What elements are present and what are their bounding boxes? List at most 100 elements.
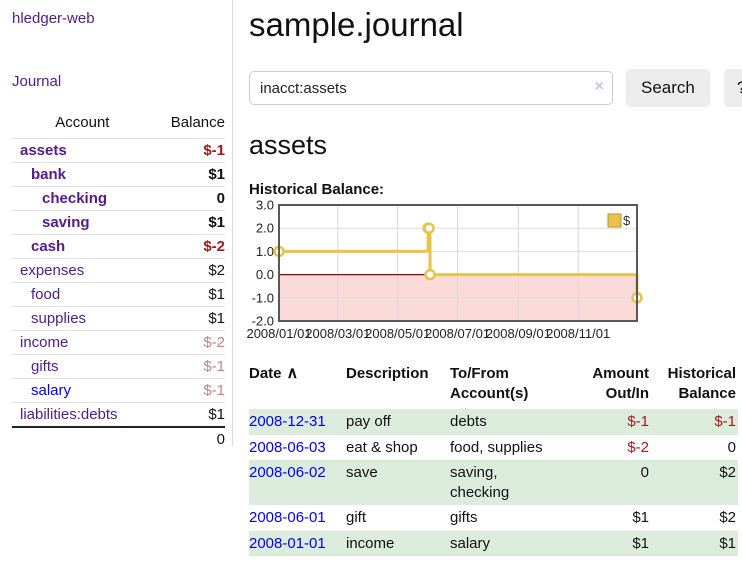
account-row: checking 0 — [12, 186, 225, 211]
x-tick-label: 2008/07/01 — [425, 326, 490, 341]
x-tick-label: 2008/03/01 — [305, 326, 370, 341]
transaction-accounts: saving, checking — [450, 464, 510, 501]
y-tick-label: -2.0 — [252, 314, 274, 329]
register-table: Date ∧ Description To/From Account(s) Amo… — [249, 362, 738, 556]
account-row: gifts $-1 — [12, 354, 225, 379]
search-input[interactable] — [249, 71, 613, 105]
x-tick-label: 2008/05/01 — [365, 326, 430, 341]
transaction-row: 2008-06-02 save saving, checking 0 $2 — [249, 460, 738, 505]
sidebar: hledger-web Journal Account Balance asse… — [0, 0, 233, 451]
account-balance: $-2 — [152, 234, 225, 259]
account-balance: $-1 — [152, 354, 225, 379]
transaction-amount: 0 — [640, 464, 649, 481]
transaction-date-link[interactable]: 2008-06-02 — [249, 464, 326, 481]
balance-column-header: Balance — [170, 114, 225, 131]
account-balance: $1 — [152, 402, 225, 427]
account-row: expenses $2 — [12, 258, 225, 283]
transaction-balance: $1 — [719, 534, 736, 552]
transaction-row: 2008-06-03 eat & shop food, supplies $-2 0 — [249, 435, 738, 461]
accounts-table: Account Balance assets $-1 bank $1 checking 0… — [12, 111, 225, 451]
account-balance: $1 — [152, 282, 225, 307]
y-tick-label: -1.0 — [252, 290, 274, 305]
transaction-balance: $2 — [719, 464, 736, 481]
account-balance: 0 — [152, 186, 225, 211]
transaction-date-link[interactable]: 2008-06-01 — [249, 509, 326, 526]
transaction-amount: $-1 — [627, 413, 649, 430]
transaction-accounts: debts — [450, 413, 487, 430]
account-row: supplies $1 — [12, 306, 225, 331]
transaction-description: pay off — [346, 413, 391, 430]
chart-title: Historical Balance: — [249, 181, 385, 198]
account-row: cash $-2 — [12, 234, 225, 259]
account-balance: $-1 — [152, 138, 225, 163]
sidebar-account-liabilities-debts[interactable]: liabilities:debts — [20, 406, 118, 423]
search-row: × Search ? — [249, 69, 742, 107]
transaction-balance: $2 — [719, 509, 736, 526]
search-box: × — [249, 71, 613, 105]
x-tick-label: 2008/11/01 — [546, 326, 610, 341]
transaction-description: gift — [346, 509, 367, 526]
date-column-header[interactable]: Date ∧ — [249, 365, 299, 382]
transaction-date-link[interactable]: 2008-01-01 — [249, 534, 326, 552]
brand-link[interactable]: hledger-web — [12, 10, 95, 27]
y-tick-label: 2.0 — [256, 221, 274, 236]
account-balance: $1 — [152, 306, 225, 331]
account-row: liabilities:debts $1 — [12, 402, 225, 427]
y-tick-label: 3.0 — [256, 198, 274, 213]
y-tick-label: 1.0 — [256, 244, 274, 259]
sidebar-account-salary[interactable]: salary — [31, 382, 72, 399]
transaction-accounts: gifts — [450, 509, 478, 526]
sidebar-item-journal[interactable]: Journal — [12, 73, 62, 90]
sidebar-account-checking[interactable]: checking — [42, 190, 108, 207]
sidebar-account-supplies[interactable]: supplies — [31, 310, 87, 327]
sidebar-account-saving[interactable]: saving — [42, 214, 90, 231]
data-point — [424, 268, 436, 281]
amount-column-header: Amount Out/In — [592, 365, 649, 402]
account-row: bank $1 — [12, 162, 225, 187]
transaction-balance: 0 — [727, 438, 736, 456]
account-balance: $2 — [152, 258, 225, 283]
transaction-row: 2008-06-01 gift gifts $1 $2 — [249, 505, 738, 531]
sidebar-account-expenses[interactable]: expenses — [20, 262, 85, 279]
account-row: saving $1 — [12, 210, 225, 235]
transaction-description: save — [346, 464, 378, 481]
x-tick-label: 2008/09/01 — [486, 326, 551, 341]
sidebar-account-assets[interactable]: assets — [20, 142, 67, 159]
transaction-amount: $-2 — [627, 438, 649, 456]
accounts-total-row: 0 — [12, 426, 225, 451]
account-row: salary $-1 — [12, 378, 225, 403]
transaction-amount: $1 — [632, 534, 649, 552]
transaction-date-link[interactable]: 2008-06-03 — [249, 438, 326, 456]
sidebar-account-cash[interactable]: cash — [31, 238, 66, 255]
sidebar-account-income[interactable]: income — [20, 334, 69, 351]
account-row: food $1 — [12, 282, 225, 307]
legend-label: $ — [623, 213, 631, 228]
search-button[interactable]: Search — [626, 69, 710, 107]
legend-swatch — [607, 213, 622, 228]
transaction-accounts: food, supplies — [450, 438, 543, 456]
data-point — [423, 222, 435, 234]
sidebar-account-food[interactable]: food — [31, 286, 61, 303]
account-balance: $-1 — [152, 378, 225, 403]
sidebar-account-gifts[interactable]: gifts — [31, 358, 59, 375]
transaction-amount: $1 — [632, 509, 649, 526]
transaction-row: 2008-12-31 pay off debts $-1 $-1 — [249, 409, 738, 435]
chart-container: 2008/01/01 2008/03/01 2008/05/01 2008/07/01… — [246, 198, 742, 350]
transaction-row: 2008-01-01 income salary $1 $1 — [249, 530, 738, 556]
x-tick-label: 2008/01/01 — [246, 326, 311, 341]
transaction-description: income — [346, 534, 395, 552]
account-balance: $-2 — [152, 330, 225, 355]
historical-balance-chart: 2008/01/012008/03/012008/05/012008/07/01… — [246, 198, 643, 341]
transaction-date-link[interactable]: 2008-12-31 — [249, 413, 326, 430]
accounts-column-header-register: To/From Account(s) — [450, 365, 529, 402]
account-balance: $1 — [152, 162, 225, 187]
clear-search-icon[interactable]: × — [594, 78, 604, 95]
historical-balance-column-header: Historical Balance — [667, 365, 736, 402]
sidebar-account-bank[interactable]: bank — [31, 166, 67, 183]
account-row: income $-2 — [12, 330, 225, 355]
help-button[interactable]: ? — [723, 69, 742, 107]
accounts-total-value: 0 — [152, 426, 225, 451]
transaction-balance: $-1 — [714, 413, 736, 430]
description-column-header: Description — [346, 365, 429, 382]
main-content: sample.journal × Search ? assets Histori… — [233, 0, 742, 556]
